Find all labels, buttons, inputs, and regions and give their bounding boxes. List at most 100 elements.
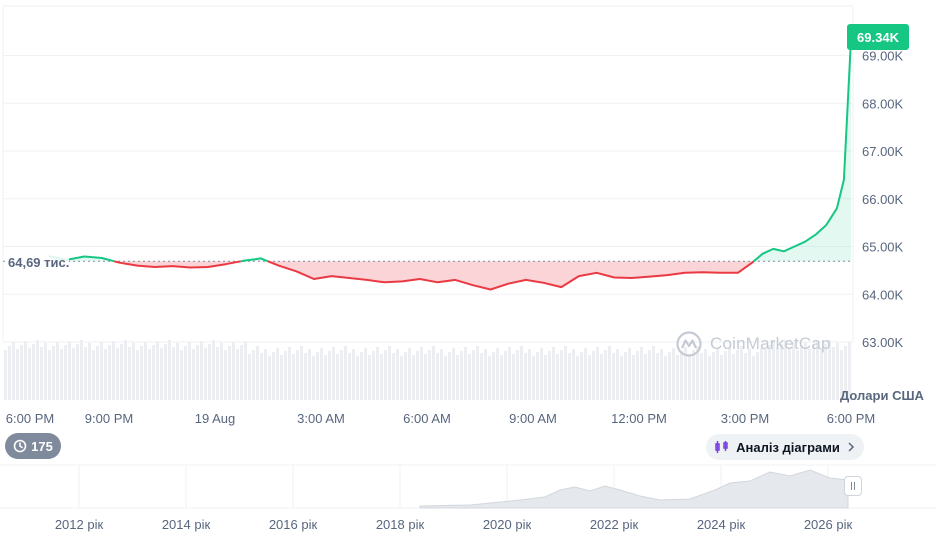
volume-bar (120, 344, 123, 400)
volume-bar (828, 340, 831, 400)
area-below-reference (268, 261, 754, 290)
y-tick-label: 69.00K (862, 49, 904, 64)
volume-bar (272, 352, 275, 400)
volume-bar (628, 348, 631, 400)
x-tick-label: 19 Aug (195, 411, 236, 426)
volume-bar (788, 347, 791, 400)
volume-bar (152, 345, 155, 400)
volume-bar (236, 349, 239, 400)
volume-bar (636, 351, 639, 400)
volume-bar (672, 348, 675, 400)
history-count: 175 (31, 438, 53, 454)
price-line-up (753, 39, 852, 263)
navigator-year-label: 2016 рік (269, 517, 318, 532)
volume-bar (56, 342, 59, 400)
volume-bar (440, 349, 443, 400)
y-tick-label: 63.00K (862, 335, 904, 350)
navigator-year-label: 2022 рік (590, 517, 639, 532)
y-tick-label: 64.00K (862, 287, 904, 302)
y-tick-label: 68.00K (862, 96, 904, 111)
y-tick-label: 66.00K (862, 192, 904, 207)
volume-bar (560, 350, 563, 400)
volume-bar (40, 347, 43, 400)
volume-bar (568, 353, 571, 400)
volume-bar (692, 350, 695, 400)
volume-bar (28, 348, 31, 400)
chart-gridlines (2, 5, 854, 343)
volume-bar (284, 351, 287, 400)
history-count-button[interactable]: 175 (5, 433, 61, 459)
volume-bar (524, 353, 527, 400)
volume-bar (316, 352, 319, 400)
volume-bar (116, 348, 119, 400)
volume-bar (360, 352, 363, 400)
volume-bar (556, 354, 559, 400)
volume-bar (180, 350, 183, 400)
volume-bar (412, 355, 415, 400)
volume-bar (408, 348, 411, 400)
history-clock-icon (13, 439, 27, 453)
x-tick-label: 3:00 PM (721, 411, 769, 426)
y-tick-label: 67.00K (862, 144, 904, 159)
volume-bar (484, 349, 487, 400)
navigator-year-label: 2014 рік (162, 517, 211, 532)
volume-bar (772, 341, 775, 400)
volume-bar (256, 346, 259, 400)
volume-bar (764, 349, 767, 400)
volume-bar (424, 354, 427, 400)
volume-bar (456, 355, 459, 400)
volume-bar (60, 349, 63, 400)
x-tick-label: 9:00 AM (509, 411, 557, 426)
volume-bar (584, 348, 587, 400)
current-price-badge: 69.34K (847, 24, 909, 50)
volume-bar (728, 347, 731, 400)
volume-bar (724, 351, 727, 400)
volume-bar (296, 350, 299, 400)
volume-bar (260, 353, 263, 400)
volume-bar (548, 351, 551, 400)
navigator-year-label: 2018 рік (376, 517, 425, 532)
volume-bar (252, 350, 255, 400)
volume-bar (108, 345, 111, 400)
volume-bar (572, 349, 575, 400)
x-tick-label: 12:00 PM (611, 411, 667, 426)
volume-bar (384, 350, 387, 400)
volume-bar (292, 354, 295, 400)
volume-bar (680, 351, 683, 400)
volume-bar (332, 347, 335, 400)
x-tick-label: 6:00 PM (827, 411, 875, 426)
volume-bar (648, 350, 651, 400)
volume-bar (16, 349, 19, 400)
volume-bar (376, 347, 379, 400)
volume-bar (512, 354, 515, 400)
volume-bar (48, 350, 51, 400)
navigator-handle[interactable] (844, 476, 862, 496)
volume-bar (676, 355, 679, 400)
volume-bar (448, 352, 451, 400)
volume-bar (644, 354, 647, 400)
volume-bar (784, 340, 787, 400)
volume-bar (392, 353, 395, 400)
volume-bar (744, 353, 747, 400)
volume-bar (288, 347, 291, 400)
volume-bar (444, 356, 447, 400)
volume-bar (596, 347, 599, 400)
volume-bar (564, 346, 567, 400)
chart-analysis-button[interactable]: Аналіз діаграми (706, 434, 864, 460)
navigator-year-ticks: 2012 рік 2014 рік 2016 рік 2018 рік 2020 рік… (55, 517, 853, 532)
x-tick-label: 6:00 PM (6, 411, 54, 426)
volume-bar (612, 353, 615, 400)
volume-bar (532, 356, 535, 400)
volume-bar (32, 344, 35, 400)
volume-bars (4, 340, 851, 400)
volume-bar (248, 354, 251, 400)
volume-bar (800, 346, 803, 400)
volume-bar (68, 341, 71, 400)
volume-bar (208, 344, 211, 400)
volume-bar (184, 346, 187, 400)
volume-bar (96, 346, 99, 400)
volume-bar (608, 346, 611, 400)
volume-bar (780, 344, 783, 400)
volume-bar (632, 355, 635, 400)
